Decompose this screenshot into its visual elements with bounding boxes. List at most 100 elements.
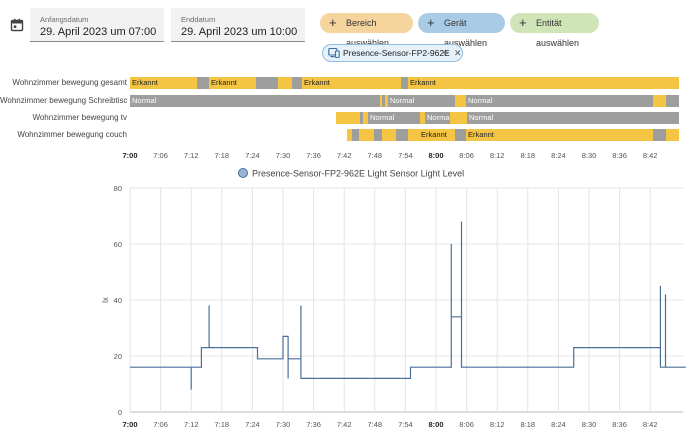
timeline-time-tick: 8:18 <box>520 151 536 160</box>
x-tick-label: 8:24 <box>551 420 566 429</box>
timeline-segment-on[interactable] <box>653 95 666 107</box>
timeline-segment-off[interactable] <box>653 129 666 141</box>
timeline-segment-text: Erkannt <box>421 130 447 139</box>
light-level-chart: 0 20 40 60 80 7:00 7:06 7:12 7:18 7:24 7:30 7:36 7:4… <box>101 168 686 429</box>
timeline-segment-off[interactable] <box>292 77 302 89</box>
x-tick-label: 8:06 <box>459 420 474 429</box>
x-tick-label: 7:00 <box>122 420 137 429</box>
timeline-segment-text: Erkannt <box>304 78 330 87</box>
timeline-segment-on[interactable]: Erkannt <box>466 129 653 141</box>
select-device-label: Gerät auswählen <box>444 18 488 48</box>
timeline-time-tick: 8:24 <box>551 151 566 160</box>
timeline-segment-text: Erkannt <box>410 78 436 87</box>
timeline-segment-off[interactable] <box>401 77 408 89</box>
legend-label: Presence-Sensor-FP2-962E Light Sensor Li… <box>252 169 464 179</box>
close-icon[interactable]: ✕ <box>454 48 462 58</box>
timeline-time-tick: 7:42 <box>336 151 352 160</box>
x-tick-label: 8:00 <box>428 420 443 429</box>
select-area-button[interactable]: + Bereich auswählen <box>320 13 413 48</box>
y-tick-label: 80 <box>114 184 122 193</box>
timeline-segment-off[interactable]: Normal <box>425 112 452 124</box>
timeline-segment-off[interactable] <box>666 95 679 107</box>
timeline-segment-on[interactable] <box>666 129 679 141</box>
calendar-icon[interactable] <box>10 18 24 32</box>
device-icon <box>328 47 340 59</box>
timeline-segment-on[interactable]: Erkannt <box>419 129 455 141</box>
timeline-row-label: Wohnzimmer bewegung gesamt <box>12 78 127 87</box>
timeline-row-label: Wohnzimmer bewegung Schreibtisch <box>0 96 127 105</box>
timeline-segment-on[interactable] <box>450 112 467 124</box>
timeline-segment-text: Normal <box>132 96 157 105</box>
timeline-row: Normal Normal Normal <box>130 95 679 107</box>
x-tick-label: 7:54 <box>398 420 413 429</box>
start-date-field[interactable]: Anfangsdatum 29. April 2023 um 07:00 <box>30 8 164 42</box>
timeline-segment-off[interactable] <box>396 129 408 141</box>
timeline-segment-text: Normal <box>468 96 493 105</box>
x-tick-label: 8:42 <box>643 420 658 429</box>
start-date-label: Anfangsdatum <box>40 15 89 24</box>
timeline-segment-text: Normal <box>469 113 494 122</box>
x-tick-label: 8:30 <box>582 420 597 429</box>
timeline-segment-off[interactable]: Normal <box>466 95 653 107</box>
timeline-segment-on[interactable] <box>347 129 352 141</box>
timeline-segment-off[interactable]: Normal <box>467 112 679 124</box>
y-tick-label: 20 <box>114 352 122 361</box>
timeline-segment-text: Normal <box>427 113 452 122</box>
timeline-segment-off[interactable]: Normal <box>130 95 380 107</box>
x-tick-label: 8:18 <box>520 420 535 429</box>
timeline-segment-on[interactable] <box>336 112 360 124</box>
timeline-time-tick: 7:48 <box>367 151 383 160</box>
timeline-time-tick: 8:36 <box>612 151 627 160</box>
timeline-segment-off[interactable] <box>352 129 359 141</box>
timeline-segment-on[interactable] <box>278 77 292 89</box>
selected-device-chip[interactable]: Presence-Sensor-FP2-962E ‹› ✕ <box>322 44 463 62</box>
timeline-segment-on[interactable] <box>408 129 419 141</box>
end-date-field[interactable]: Enddatum 29. April 2023 um 10:00 <box>171 8 305 42</box>
timeline-row: Normal Normal Normal <box>130 112 679 124</box>
timeline-segment-on[interactable] <box>380 95 382 107</box>
timeline-segment-off[interactable] <box>374 129 382 141</box>
expand-icon[interactable]: ‹› <box>443 48 449 57</box>
legend-swatch <box>238 168 248 178</box>
timeline-segment-on[interactable] <box>385 95 388 107</box>
timeline-segment-text: Erkannt <box>468 130 494 139</box>
timeline-time-tick: 7:36 <box>306 151 321 160</box>
timeline-segment-on[interactable] <box>382 129 396 141</box>
timeline-time-tick: 7:24 <box>245 151 260 160</box>
timeline-segment-off[interactable] <box>382 95 385 107</box>
timeline-time-tick: 7:30 <box>275 151 291 160</box>
plus-icon: + <box>519 15 527 30</box>
select-entity-button[interactable]: + Entität auswählen <box>510 13 599 48</box>
x-tick-label: 8:36 <box>612 420 627 429</box>
timeline-segment-on[interactable] <box>359 129 374 141</box>
timeline-time-tick: 8:12 <box>489 151 505 160</box>
timeline-row: Erkannt Erkannt <box>130 129 679 141</box>
x-tick-label: 7:24 <box>245 420 260 429</box>
timeline-segment-on[interactable] <box>363 112 368 124</box>
select-area-label: Bereich auswählen <box>346 18 390 48</box>
timeline-segment-off[interactable]: Normal <box>388 95 455 107</box>
timeline-segment-on[interactable]: Erkannt <box>130 77 197 89</box>
y-tick-label: 40 <box>114 296 122 305</box>
series-line-light-level <box>130 221 686 390</box>
timeline-time-tick: 7:06 <box>153 151 168 160</box>
timeline-time-tick: 7:54 <box>398 151 413 160</box>
timeline-segment-on[interactable]: Erkannt <box>408 77 679 89</box>
timeline-time-tick: 7:12 <box>183 151 199 160</box>
timeline-segment-on[interactable]: Erkannt <box>302 77 401 89</box>
timeline-segment-on[interactable]: Erkannt <box>209 77 256 89</box>
selected-device-label: Presence-Sensor-FP2-962E <box>343 48 450 58</box>
x-tick-label: 7:18 <box>214 420 229 429</box>
timeline-time-tick: 8:06 <box>459 151 474 160</box>
timeline-segment-on[interactable] <box>455 95 466 107</box>
x-tick-label: 7:30 <box>276 420 291 429</box>
timeline-segment-off[interactable]: Normal <box>368 112 420 124</box>
timeline-segment-text: Erkannt <box>132 78 158 87</box>
select-device-button[interactable]: + Gerät auswählen <box>418 13 505 48</box>
timeline-segment-off[interactable] <box>360 112 363 124</box>
timeline-segment-off[interactable] <box>197 77 209 89</box>
timeline-segment-off[interactable] <box>256 77 278 89</box>
timeline-segment-on[interactable] <box>420 112 425 124</box>
plus-icon: + <box>427 15 435 30</box>
timeline-segment-off[interactable] <box>455 129 466 141</box>
